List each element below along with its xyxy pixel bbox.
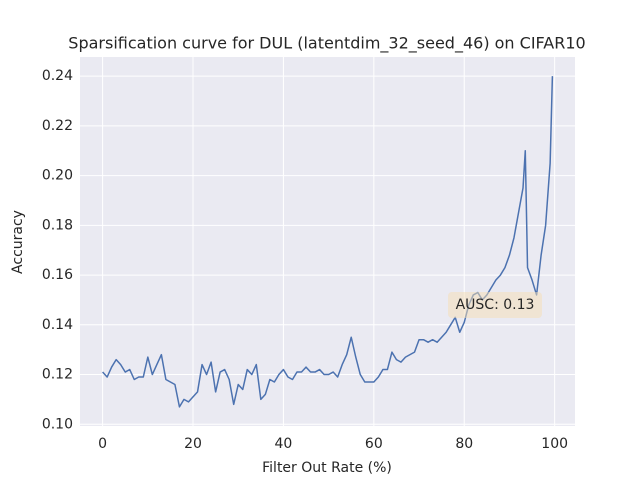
y-axis-label: Accuracy [10,210,26,274]
y-tick-label: 0.20 [42,168,73,184]
annotation: AUSC: 0.13 [456,297,535,313]
x-tick-label: 0 [98,436,107,452]
x-axis-label: Filter Out Rate (%) [262,460,392,476]
x-tick-label: 60 [365,436,383,452]
x-tick-label: 20 [184,436,202,452]
y-tick-label: 0.16 [42,267,73,283]
y-tick-label: 0.10 [42,416,73,432]
plot: 0.10 0.12 0.14 0.16 0.18 0.20 0.22 0.24 0 20 40 60 8… [42,57,575,452]
y-tick-label: 0.12 [42,367,73,383]
y-tick-label: 0.18 [42,217,73,233]
x-tick-label: 100 [541,436,568,452]
annotation-box [448,292,542,318]
y-tick-label: 0.22 [42,118,73,134]
chart-title: Sparsification curve for DUL (latentdim_… [68,34,585,54]
x-tick-label: 80 [455,436,473,452]
y-tick-label: 0.14 [42,317,73,333]
y-tick-label: 0.24 [42,68,73,84]
x-tick-label: 40 [275,436,293,452]
